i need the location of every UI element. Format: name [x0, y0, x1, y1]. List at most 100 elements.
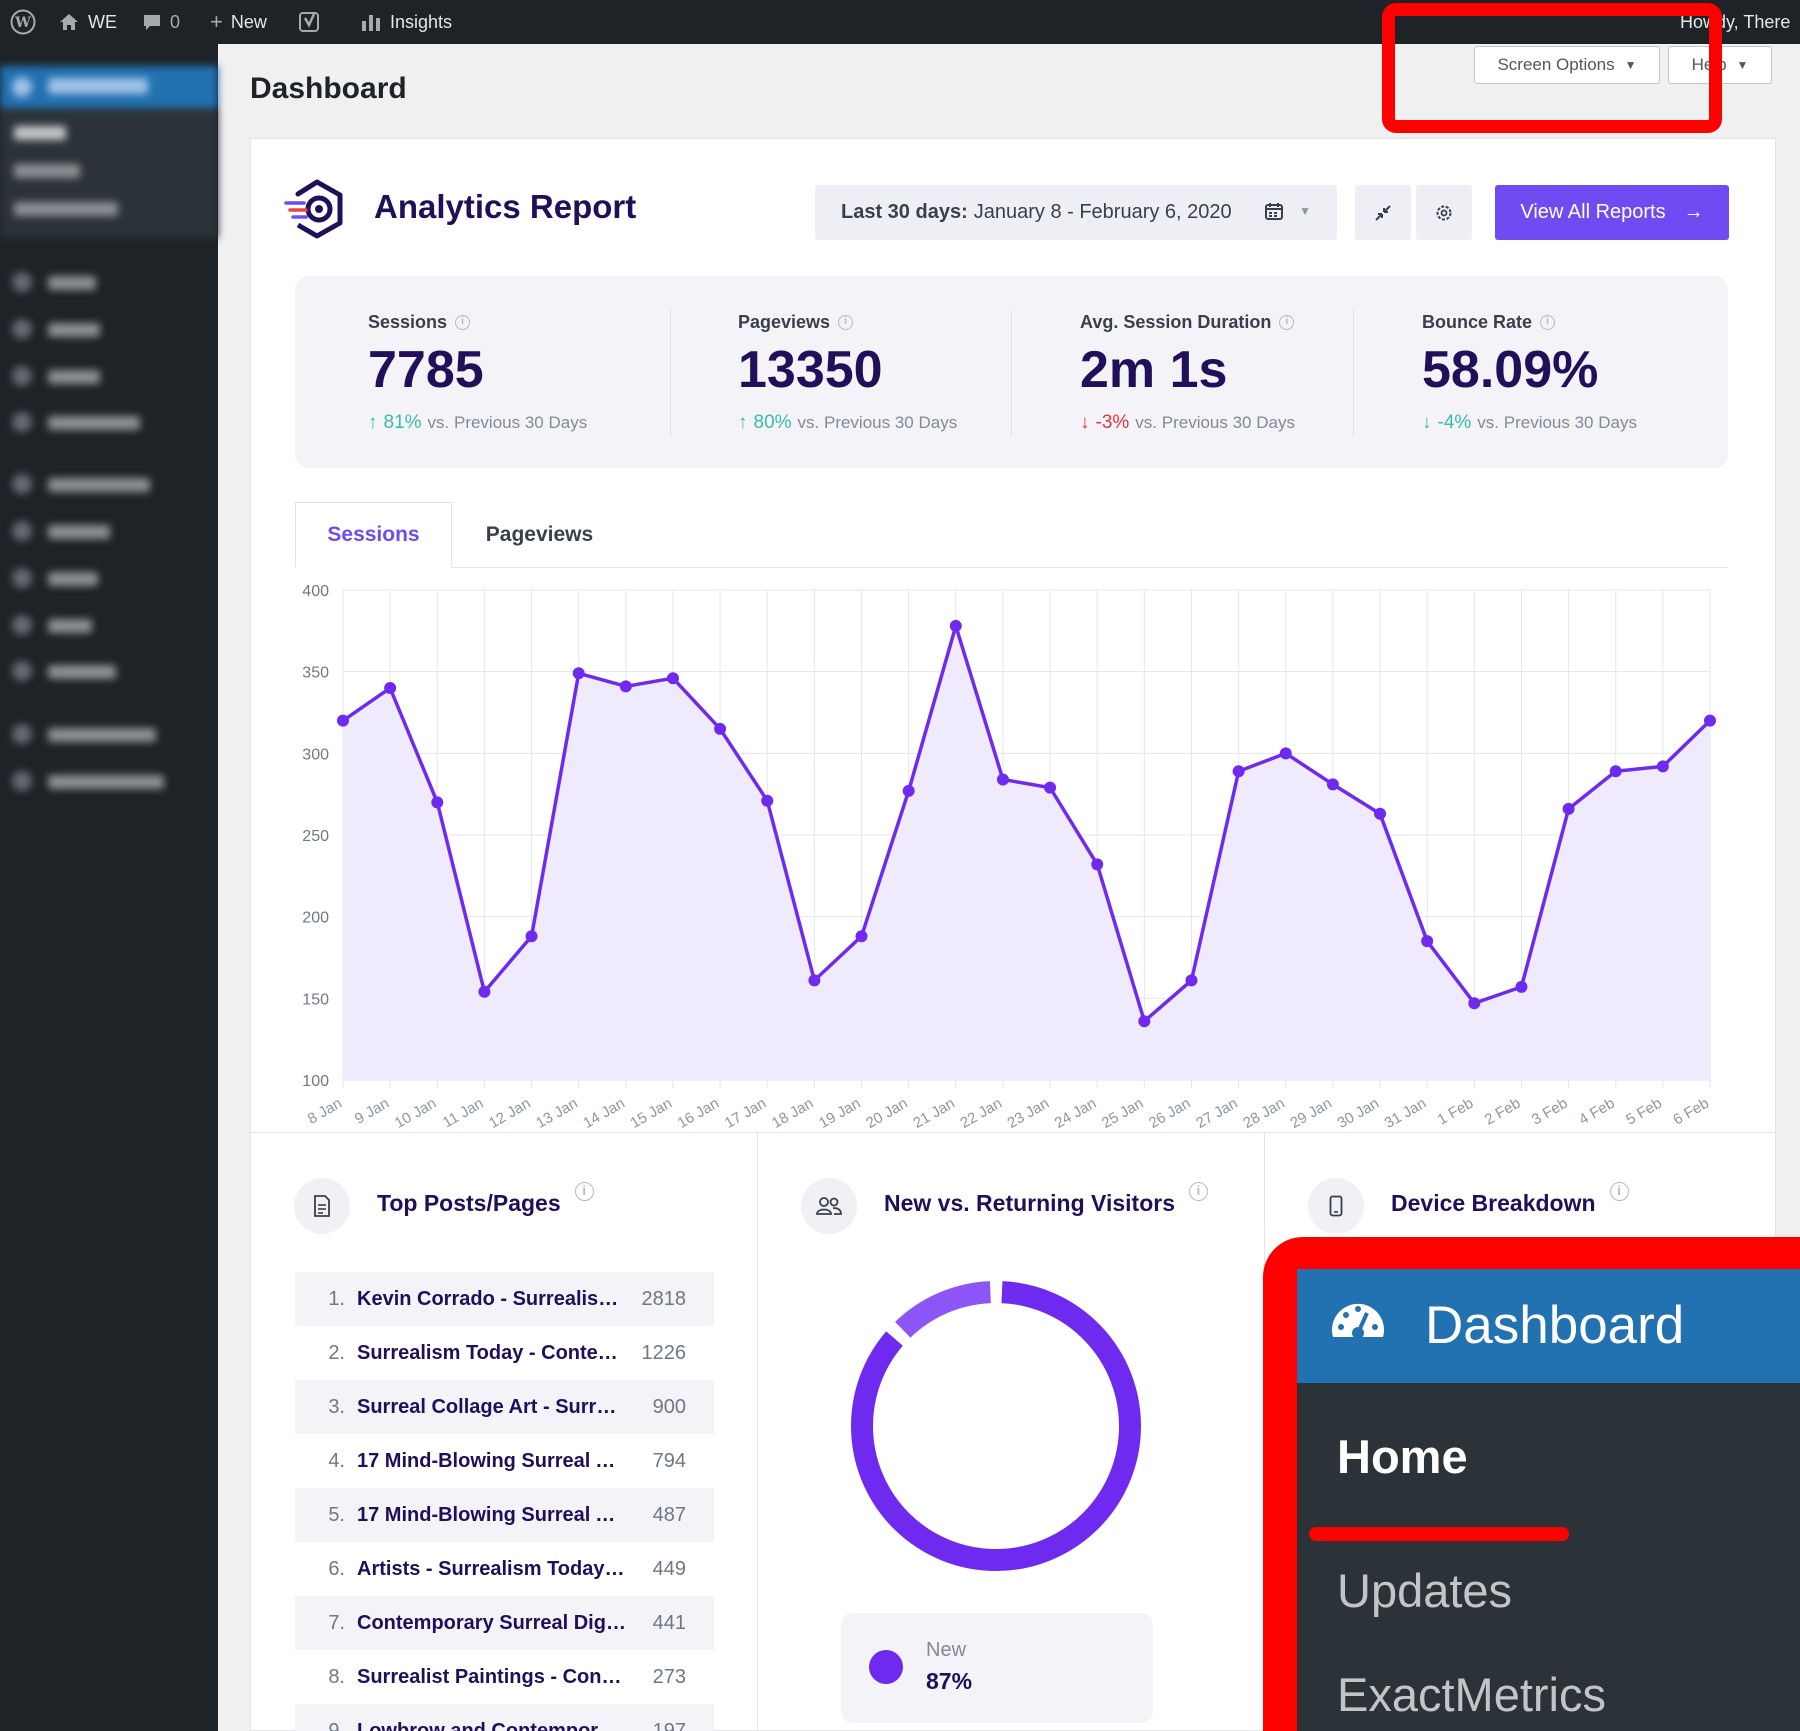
widget-title-text: Top Posts/Pages — [377, 1190, 561, 1216]
chevron-down-icon: ▼ — [1299, 204, 1311, 218]
stat-value: 7785 — [368, 341, 484, 399]
collapse-report-button[interactable] — [1355, 185, 1411, 240]
sidebar-item-comments[interactable] — [48, 416, 140, 430]
list-item[interactable]: 1. Kevin Corrado - Surrealism Today 2818 — [295, 1272, 714, 1326]
help-button[interactable]: Help ▼ — [1668, 46, 1772, 84]
screen-options-label: Screen Options — [1497, 55, 1615, 74]
sidebar-item-pages[interactable] — [48, 370, 100, 384]
sidebar-item-appearance[interactable] — [48, 478, 150, 492]
media-icon — [12, 319, 32, 339]
list-item[interactable]: 8. Surrealist Paintings - Contemporary 2… — [295, 1650, 714, 1704]
data-point — [761, 794, 774, 807]
x-tick-label: 24 Jan — [1052, 1095, 1100, 1132]
sidebar-item-plugins[interactable] — [48, 525, 110, 539]
inset-menu-item-home[interactable]: Home — [1337, 1430, 1468, 1483]
stat-change-pct: 81% — [383, 412, 422, 433]
x-tick-label: 29 Jan — [1287, 1095, 1335, 1132]
collapse-icon — [12, 771, 32, 791]
list-item[interactable]: 3. Surreal Collage Art - Surrealism 900 — [295, 1380, 714, 1434]
x-tick-label: 9 Jan — [352, 1095, 392, 1128]
caret-down-icon: ▼ — [1624, 58, 1637, 72]
list-item[interactable]: 5. 17 Mind-Blowing Surreal Artworks 487 — [295, 1488, 714, 1542]
yoast-icon — [299, 12, 319, 32]
stat-label-wrap: Bounce Rate i — [1422, 312, 1556, 333]
account-greeting[interactable]: Howdy, There — [1680, 0, 1790, 44]
post-title: Surreal Collage Art - Surrealism — [357, 1395, 627, 1418]
home-icon — [60, 14, 78, 30]
stat-change: ↓ -3% vs. Previous 30 Days — [1080, 412, 1295, 434]
sidebar-item-tools[interactable] — [48, 619, 92, 633]
comments-link[interactable]: 0 — [142, 0, 180, 44]
site-name-link[interactable]: WE — [58, 0, 117, 44]
tab-pageviews[interactable]: Pageviews — [452, 502, 627, 568]
sidebar-subitem-exactmetrics[interactable] — [14, 202, 118, 216]
data-point — [1609, 765, 1622, 778]
exactmetrics-logo-icon — [284, 179, 343, 239]
appearance-icon — [12, 474, 32, 494]
data-point — [714, 722, 727, 735]
sidebar-item-collapse[interactable] — [48, 775, 164, 789]
stat-value: 13350 — [738, 341, 883, 399]
tab-sessions[interactable]: Sessions — [295, 502, 452, 568]
info-icon[interactable]: i — [1609, 1182, 1629, 1201]
inset-menu-header[interactable]: Dashboard — [1297, 1269, 1800, 1383]
sessions-line — [342, 624, 1712, 1023]
inset-menu-item-exactmetrics[interactable]: ExactMetrics — [1337, 1668, 1606, 1721]
sidebar-item-users[interactable] — [48, 572, 98, 586]
list-item[interactable]: 2. Surrealism Today - Contemporary 1226 — [295, 1326, 714, 1380]
list-item[interactable]: 7. Contemporary Surreal Digital Art 441 — [295, 1596, 714, 1650]
gear-icon — [1436, 205, 1452, 220]
stat-change: ↑ 81% vs. Previous 30 Days — [368, 412, 587, 434]
posts-icon — [12, 272, 32, 292]
sidebar-subitem-updates[interactable] — [14, 164, 80, 178]
yoast-link[interactable] — [298, 0, 322, 44]
sidebar-item-exactmetrics[interactable] — [48, 728, 156, 742]
document-icon — [294, 1178, 350, 1234]
stat-change: ↓ -4% vs. Previous 30 Days — [1422, 412, 1637, 434]
insights-link[interactable]: Insights — [360, 0, 452, 44]
wordpress-logo-icon[interactable]: W — [10, 0, 36, 44]
sidebar-item-posts[interactable] — [48, 276, 96, 290]
compress-icon — [1375, 204, 1391, 221]
sidebar-item-dashboard[interactable] — [0, 66, 218, 108]
comment-icon — [144, 15, 160, 30]
bar-chart-icon — [362, 15, 380, 31]
sidebar-item-settings[interactable] — [48, 665, 116, 679]
date-range-picker[interactable]: Last 30 days: January 8 - February 6, 20… — [815, 185, 1337, 240]
settings-icon — [12, 661, 32, 681]
info-icon[interactable]: i — [838, 315, 854, 330]
list-item[interactable]: 9. Lowbrow and Contemporary 197 — [295, 1704, 714, 1731]
report-settings-button[interactable] — [1416, 185, 1472, 240]
view-all-reports-label: View All Reports — [1520, 201, 1666, 223]
new-content-link[interactable]: + New — [210, 0, 267, 44]
info-icon[interactable]: i — [574, 1182, 594, 1201]
post-title: Surrealism Today - Contemporary — [357, 1341, 627, 1364]
x-tick-label: 17 Jan — [722, 1095, 770, 1132]
greeting-text: Howdy, There — [1680, 11, 1791, 32]
data-point — [1326, 778, 1339, 791]
list-item[interactable]: 6. Artists - Surrealism Today - Art 449 — [295, 1542, 714, 1596]
visitors-legend: New 87% — [841, 1613, 1153, 1723]
post-rank: 8. — [328, 1665, 345, 1688]
info-icon[interactable]: i — [455, 315, 471, 330]
screen-options-button[interactable]: Screen Options ▼ — [1474, 46, 1660, 84]
x-tick-label: 21 Jan — [910, 1095, 958, 1132]
info-icon[interactable]: i — [1188, 1182, 1208, 1201]
stat-label: Pageviews — [738, 312, 831, 332]
inset-menu-item-updates[interactable]: Updates — [1337, 1564, 1513, 1617]
x-tick-label: 4 Feb — [1576, 1095, 1618, 1129]
info-icon[interactable]: i — [1279, 315, 1295, 330]
x-tick-label: 20 Jan — [863, 1095, 911, 1132]
widget-title-text: New vs. Returning Visitors — [884, 1190, 1175, 1216]
arrow-down-icon: ↓ — [1422, 412, 1432, 433]
view-all-reports-button[interactable]: View All Reports → — [1495, 185, 1729, 240]
post-views: 449 — [652, 1557, 686, 1580]
svg-text:W: W — [14, 15, 31, 31]
info-icon[interactable]: i — [1540, 315, 1556, 330]
sidebar-subitem-home[interactable] — [14, 126, 66, 140]
list-item[interactable]: 4. 17 Mind-Blowing Surreal Artists 794 — [295, 1434, 714, 1488]
x-tick-label: 28 Jan — [1240, 1095, 1288, 1132]
date-range-value: January 8 - February 6, 2020 — [973, 201, 1232, 223]
stat-label-wrap: Sessions i — [368, 312, 471, 333]
sidebar-item-media[interactable] — [48, 323, 100, 337]
